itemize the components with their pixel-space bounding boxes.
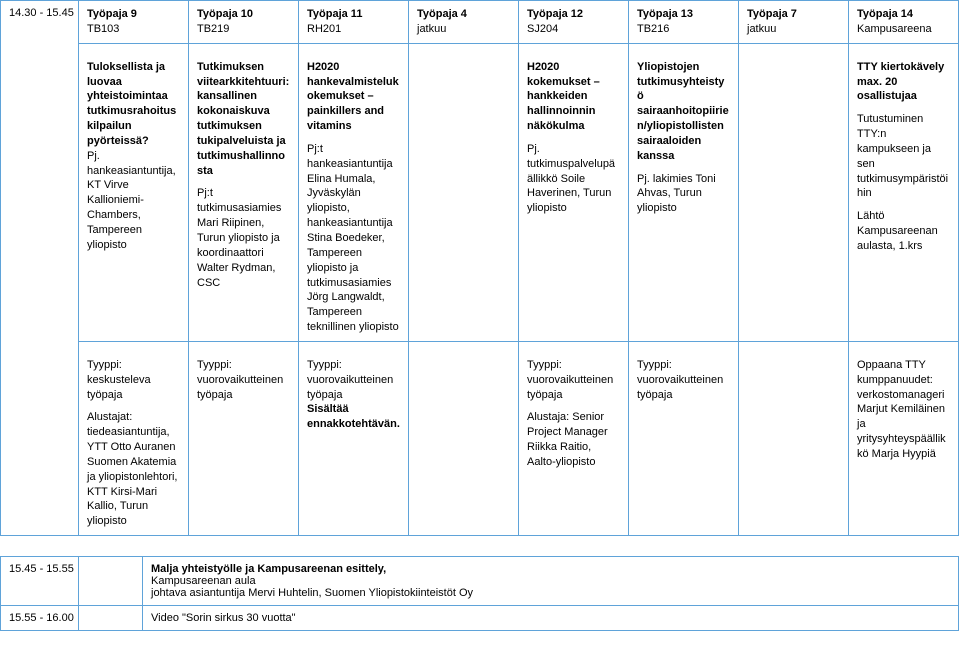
type-row: Tyyppi: keskusteleva työpajaAlustajat: t… — [1, 341, 959, 535]
col-header-6: Työpaja 7jatkuu — [739, 1, 849, 44]
desc-cell-3 — [409, 43, 519, 341]
desc-cell-0: Tuloksellista ja luovaa yhteistoimintaa … — [79, 43, 189, 341]
footer-row-0: 15.45 - 15.55 Malja yhteistyölle ja Kamp… — [1, 557, 959, 606]
type-cell-3 — [409, 341, 519, 535]
main-row: 14.30 - 15.45 Työpaja 9TB103 Työpaja 10T… — [1, 1, 959, 44]
col-header-0: Työpaja 9TB103 — [79, 1, 189, 44]
time-cell: 14.30 - 15.45 — [1, 1, 79, 536]
type-cell-0: Tyyppi: keskusteleva työpajaAlustajat: t… — [79, 341, 189, 535]
desc-cell-2: H2020 hankevalmistelukokemukset – painki… — [299, 43, 409, 341]
desc-cell-1: Tutkimuksen viitearkkitehtuuri: kansalli… — [189, 43, 299, 341]
col-header-3: Työpaja 4jatkuu — [409, 1, 519, 44]
col-header-1: Työpaja 10TB219 — [189, 1, 299, 44]
footer-text-0: Malja yhteistyölle ja Kampusareenan esit… — [143, 557, 959, 606]
col-header-5: Työpaja 13TB216 — [629, 1, 739, 44]
footer-empty-0 — [79, 557, 143, 606]
footer-row-1: 15.55 - 16.00 Video "Sorin sirkus 30 vuo… — [1, 606, 959, 631]
type-cell-7: Oppaana TTY kumppanuudet: verkostomanage… — [849, 341, 959, 535]
desc-row: Tuloksellista ja luovaa yhteistoimintaa … — [1, 43, 959, 341]
col-header-7: Työpaja 14Kampusareena — [849, 1, 959, 44]
desc-cell-7: TTY kiertokävely max. 20 osallistujaaTut… — [849, 43, 959, 341]
desc-cell-4: H2020 kokemukset – hankkeiden hallinnoin… — [519, 43, 629, 341]
type-cell-4: Tyyppi: vuorovaikutteinen työpajaAlustaj… — [519, 341, 629, 535]
type-cell-2: Tyyppi: vuorovaikutteinen työpajaSisältä… — [299, 341, 409, 535]
type-cell-5: Tyyppi: vuorovaikutteinen työpaja — [629, 341, 739, 535]
col-header-4: Työpaja 12SJ204 — [519, 1, 629, 44]
type-cell-6 — [739, 341, 849, 535]
footer-time-0: 15.45 - 15.55 — [1, 557, 79, 606]
footer-empty-1 — [79, 606, 143, 631]
schedule-table: 14.30 - 15.45 Työpaja 9TB103 Työpaja 10T… — [0, 0, 959, 536]
time-text: 14.30 - 15.45 — [9, 7, 74, 19]
col-header-2: Työpaja 11RH201 — [299, 1, 409, 44]
type-cell-1: Tyyppi: vuorovaikutteinen työpaja — [189, 341, 299, 535]
footer-table: 15.45 - 15.55 Malja yhteistyölle ja Kamp… — [0, 556, 959, 631]
desc-cell-5: Yliopistojen tutkimusyhteistyö sairaanho… — [629, 43, 739, 341]
footer-time-1: 15.55 - 16.00 — [1, 606, 79, 631]
footer-text-1: Video "Sorin sirkus 30 vuotta" — [143, 606, 959, 631]
desc-cell-6 — [739, 43, 849, 341]
